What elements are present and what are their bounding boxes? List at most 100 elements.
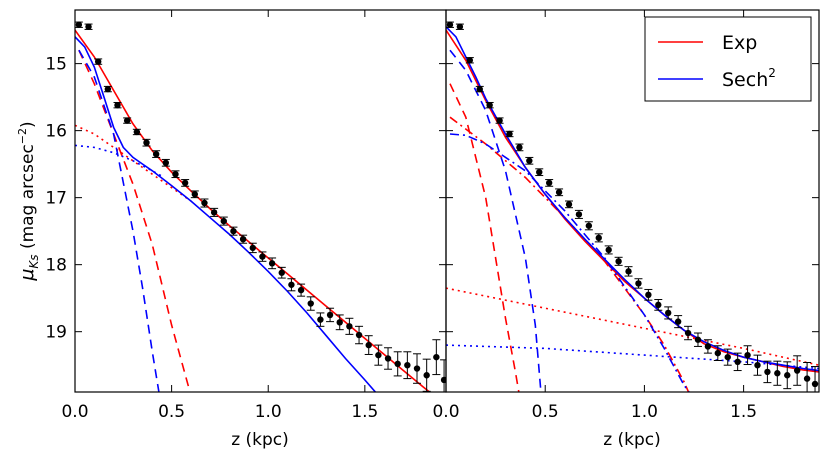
right-data-point xyxy=(811,366,819,392)
data-marker xyxy=(85,23,92,30)
right-data-point xyxy=(475,85,484,93)
data-marker xyxy=(575,211,583,218)
right-data-point xyxy=(803,362,812,392)
data-marker xyxy=(506,130,513,138)
left-data-point xyxy=(210,207,219,217)
data-marker xyxy=(355,331,363,339)
right-data-point xyxy=(743,345,752,366)
data-marker xyxy=(133,128,141,136)
data-marker xyxy=(605,246,612,254)
data-marker xyxy=(288,281,295,288)
left-data-point xyxy=(258,251,267,262)
right-data-point xyxy=(584,221,593,231)
right-data-point xyxy=(783,361,792,390)
data-marker xyxy=(346,323,353,330)
right-data-point xyxy=(634,278,643,289)
right-x-tick-label: 0.5 xyxy=(532,402,559,422)
data-marker xyxy=(230,227,237,235)
right-plot-frame xyxy=(445,9,820,393)
left-data-point xyxy=(413,353,422,384)
right-data-point xyxy=(773,360,782,386)
data-marker xyxy=(595,234,602,242)
data-marker xyxy=(615,258,622,265)
right-observed-points xyxy=(446,21,819,392)
data-marker xyxy=(734,358,741,366)
right-data-point xyxy=(565,200,574,209)
right-data-point xyxy=(753,354,762,376)
left-data-point xyxy=(355,325,364,345)
data-marker xyxy=(625,268,632,275)
left-data-point xyxy=(287,278,296,292)
right-data-point xyxy=(455,23,464,30)
left-data-point xyxy=(364,335,373,355)
right-data-point xyxy=(713,345,722,362)
right-sech2-halo-curve xyxy=(446,344,819,370)
data-marker xyxy=(684,329,692,337)
data-marker xyxy=(486,101,493,109)
data-marker xyxy=(440,376,446,384)
left-data-point xyxy=(316,312,325,327)
right-data-point xyxy=(763,360,772,384)
left-data-point xyxy=(229,226,238,236)
data-marker xyxy=(516,144,523,151)
right-data-point xyxy=(693,332,702,347)
data-marker xyxy=(793,367,801,374)
left-x-tick-label: 0.5 xyxy=(158,402,185,422)
data-marker xyxy=(210,209,218,216)
data-marker xyxy=(694,336,702,343)
left-data-point xyxy=(268,257,277,270)
right-x-axis-title: z (kpc) xyxy=(603,430,661,450)
right-data-point xyxy=(644,288,653,301)
right-data-point xyxy=(624,266,633,277)
data-marker xyxy=(75,21,83,28)
data-marker xyxy=(645,291,652,299)
left-x-tick-label: 1.5 xyxy=(351,402,378,422)
data-marker xyxy=(172,170,179,178)
data-marker xyxy=(635,280,642,287)
left-data-point xyxy=(374,344,383,366)
left-data-point xyxy=(440,359,446,392)
data-marker xyxy=(536,168,543,176)
legend-sech2-label: Sech2 xyxy=(722,66,776,91)
data-marker xyxy=(259,253,266,260)
left-data-point xyxy=(142,138,151,147)
right-data-point xyxy=(495,117,504,124)
data-marker xyxy=(585,222,593,229)
y-tick-label: 18 xyxy=(45,256,67,276)
left-model-curves xyxy=(75,29,431,392)
data-marker xyxy=(404,361,411,369)
data-marker xyxy=(784,372,791,379)
data-marker xyxy=(724,353,731,361)
data-marker xyxy=(375,351,382,359)
left-sech2-total-curve xyxy=(75,36,377,392)
data-marker xyxy=(665,309,672,317)
left-data-point xyxy=(239,234,248,244)
y-tick-label: 16 xyxy=(45,122,67,142)
left-data-point xyxy=(94,58,103,65)
left-x-tick-label: 0.0 xyxy=(61,402,88,422)
right-data-point xyxy=(485,101,494,109)
data-marker xyxy=(114,101,121,109)
right-data-point xyxy=(684,325,693,341)
data-marker xyxy=(714,349,722,357)
right-data-point xyxy=(515,143,524,152)
left-data-point xyxy=(393,351,402,377)
data-marker xyxy=(744,351,751,359)
data-marker xyxy=(545,179,553,187)
data-marker xyxy=(162,159,170,166)
data-marker xyxy=(143,139,150,146)
data-marker xyxy=(201,199,208,207)
right-data-point xyxy=(604,245,613,255)
right-data-point xyxy=(703,339,712,354)
left-sech2-thick-curve xyxy=(75,144,163,177)
left-plot-frame xyxy=(74,9,447,393)
data-marker xyxy=(94,58,102,65)
left-sech2-thin-curve xyxy=(78,49,160,392)
left-data-point xyxy=(432,339,441,376)
left-data-point xyxy=(248,242,257,254)
right-data-point xyxy=(535,168,544,177)
right-data-point xyxy=(733,352,742,372)
left-data-point xyxy=(132,128,141,136)
data-marker xyxy=(466,57,474,64)
